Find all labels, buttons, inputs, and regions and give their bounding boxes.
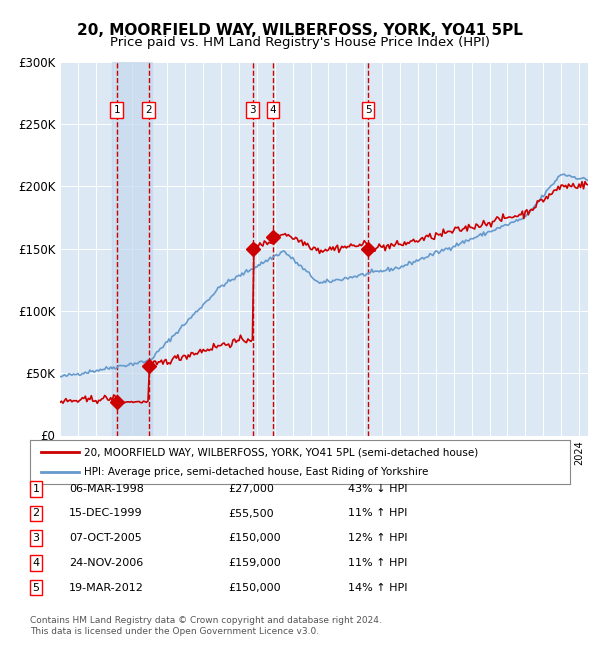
Text: 12% ↑ HPI: 12% ↑ HPI xyxy=(348,533,407,543)
Text: Price paid vs. HM Land Registry's House Price Index (HPI): Price paid vs. HM Land Registry's House … xyxy=(110,36,490,49)
Text: 5: 5 xyxy=(365,105,371,115)
Text: £27,000: £27,000 xyxy=(228,484,274,494)
Text: 2: 2 xyxy=(32,508,40,519)
Text: 14% ↑ HPI: 14% ↑ HPI xyxy=(348,582,407,593)
Text: 43% ↓ HPI: 43% ↓ HPI xyxy=(348,484,407,494)
Text: 20, MOORFIELD WAY, WILBERFOSS, YORK, YO41 5PL (semi-detached house): 20, MOORFIELD WAY, WILBERFOSS, YORK, YO4… xyxy=(84,447,478,458)
Text: Contains HM Land Registry data © Crown copyright and database right 2024.
This d: Contains HM Land Registry data © Crown c… xyxy=(30,616,382,636)
Text: 5: 5 xyxy=(32,582,40,593)
Text: 4: 4 xyxy=(32,558,40,568)
Text: 06-MAR-1998: 06-MAR-1998 xyxy=(69,484,144,494)
Text: 11% ↑ HPI: 11% ↑ HPI xyxy=(348,558,407,568)
Text: 07-OCT-2005: 07-OCT-2005 xyxy=(69,533,142,543)
Text: 15-DEC-1999: 15-DEC-1999 xyxy=(69,508,143,519)
Text: £150,000: £150,000 xyxy=(228,533,281,543)
Text: 1: 1 xyxy=(113,105,120,115)
Text: HPI: Average price, semi-detached house, East Riding of Yorkshire: HPI: Average price, semi-detached house,… xyxy=(84,467,428,477)
Text: 3: 3 xyxy=(249,105,256,115)
Text: 3: 3 xyxy=(32,533,40,543)
Text: £150,000: £150,000 xyxy=(228,582,281,593)
Text: 2: 2 xyxy=(145,105,152,115)
Text: £159,000: £159,000 xyxy=(228,558,281,568)
Bar xyxy=(112,62,152,436)
Text: 4: 4 xyxy=(269,105,277,115)
Text: £55,500: £55,500 xyxy=(228,508,274,519)
Text: 19-MAR-2012: 19-MAR-2012 xyxy=(69,582,144,593)
Text: 11% ↑ HPI: 11% ↑ HPI xyxy=(348,508,407,519)
Text: 24-NOV-2006: 24-NOV-2006 xyxy=(69,558,143,568)
Text: 20, MOORFIELD WAY, WILBERFOSS, YORK, YO41 5PL: 20, MOORFIELD WAY, WILBERFOSS, YORK, YO4… xyxy=(77,23,523,38)
Text: 1: 1 xyxy=(32,484,40,494)
